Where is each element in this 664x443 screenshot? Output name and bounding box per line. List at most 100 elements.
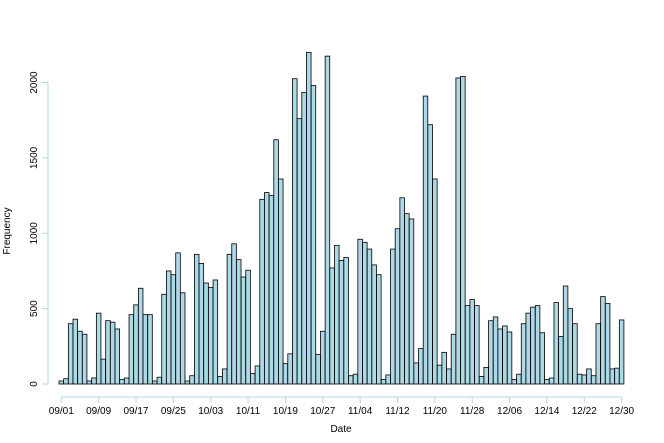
bar [544,379,550,385]
y-tick-label: 500 [29,300,40,317]
bar [422,95,429,385]
bar [506,331,513,385]
y-axis-title: Frequency [2,207,13,254]
bar [105,320,111,385]
x-tick-label: 10/03 [198,406,223,417]
bar [86,380,92,385]
bar [310,85,317,385]
bar [408,218,415,385]
bar [119,379,125,385]
bar [385,374,391,385]
bar [586,368,592,385]
bar [91,377,97,385]
bar [334,244,340,385]
bar [268,195,275,385]
bar [72,318,78,385]
x-tick-label: 09/01 [49,406,74,417]
bar [287,353,293,385]
y-tick-label: 2000 [29,71,40,94]
bar [217,376,223,385]
bar [432,178,438,385]
bar [474,305,480,385]
bar [165,270,172,385]
bar [161,293,167,385]
y-tick-label: 1500 [29,146,40,169]
bar [446,368,452,385]
bar [483,367,489,385]
bar [320,330,326,385]
bar [558,336,564,385]
bars [58,51,625,385]
bar [198,262,205,385]
bar [329,267,335,385]
bar [100,358,106,385]
bar [450,333,457,385]
bar [618,319,625,385]
bar [324,55,331,385]
bar [259,198,265,385]
bar [502,325,508,385]
bar [189,375,195,385]
bar [95,312,102,385]
x-tick-label: 09/25 [161,406,186,417]
bar [469,299,475,385]
bar [362,241,368,385]
bar [250,373,256,385]
bar [600,296,606,385]
bar [352,373,359,385]
x-axis: 09/01 09/09 09/17 09/25 10/03 10/11 10/19 10/27… [49,396,635,417]
bar [511,379,517,385]
bar [306,51,312,385]
bar [67,323,74,385]
bar [464,305,471,385]
bar [539,332,545,385]
bar [137,287,144,385]
bar [604,302,611,385]
bar [497,328,503,385]
bar [441,351,447,385]
bar [282,363,289,385]
y-tick-label: 1000 [29,222,40,245]
bar [376,274,382,385]
bar [203,282,209,385]
x-tick-label: 12/22 [572,406,597,417]
x-tick-label: 11/12 [385,406,410,417]
bar [581,374,587,385]
bar [278,178,284,385]
bar [366,248,373,385]
bar [371,264,377,385]
bar [123,377,130,385]
bar [63,378,69,385]
bar [151,380,158,385]
x-tick-label: 10/11 [236,406,261,417]
bar [245,269,251,385]
bar [413,362,419,385]
bar [236,259,242,385]
bar [208,287,214,385]
bar [58,380,64,385]
x-axis-title: Date [330,424,352,435]
bar [292,78,298,385]
bar [170,274,177,385]
bar [315,354,321,385]
y-axis: 0 500 1000 1500 2000 [29,71,49,387]
bar [460,76,466,385]
bar [338,259,345,385]
x-tick-label: 09/09 [86,406,111,417]
bar [133,304,139,385]
bar [301,91,307,385]
bar [455,77,461,385]
bar [348,375,354,385]
bar [240,276,247,385]
bar [530,306,536,385]
bar [427,124,433,385]
bar [156,376,163,385]
bar [343,256,349,385]
bar [614,367,620,385]
bar [590,375,597,385]
bar [492,316,499,385]
bar [534,305,541,385]
x-tick-label: 10/27 [310,406,335,417]
bar [184,380,191,385]
